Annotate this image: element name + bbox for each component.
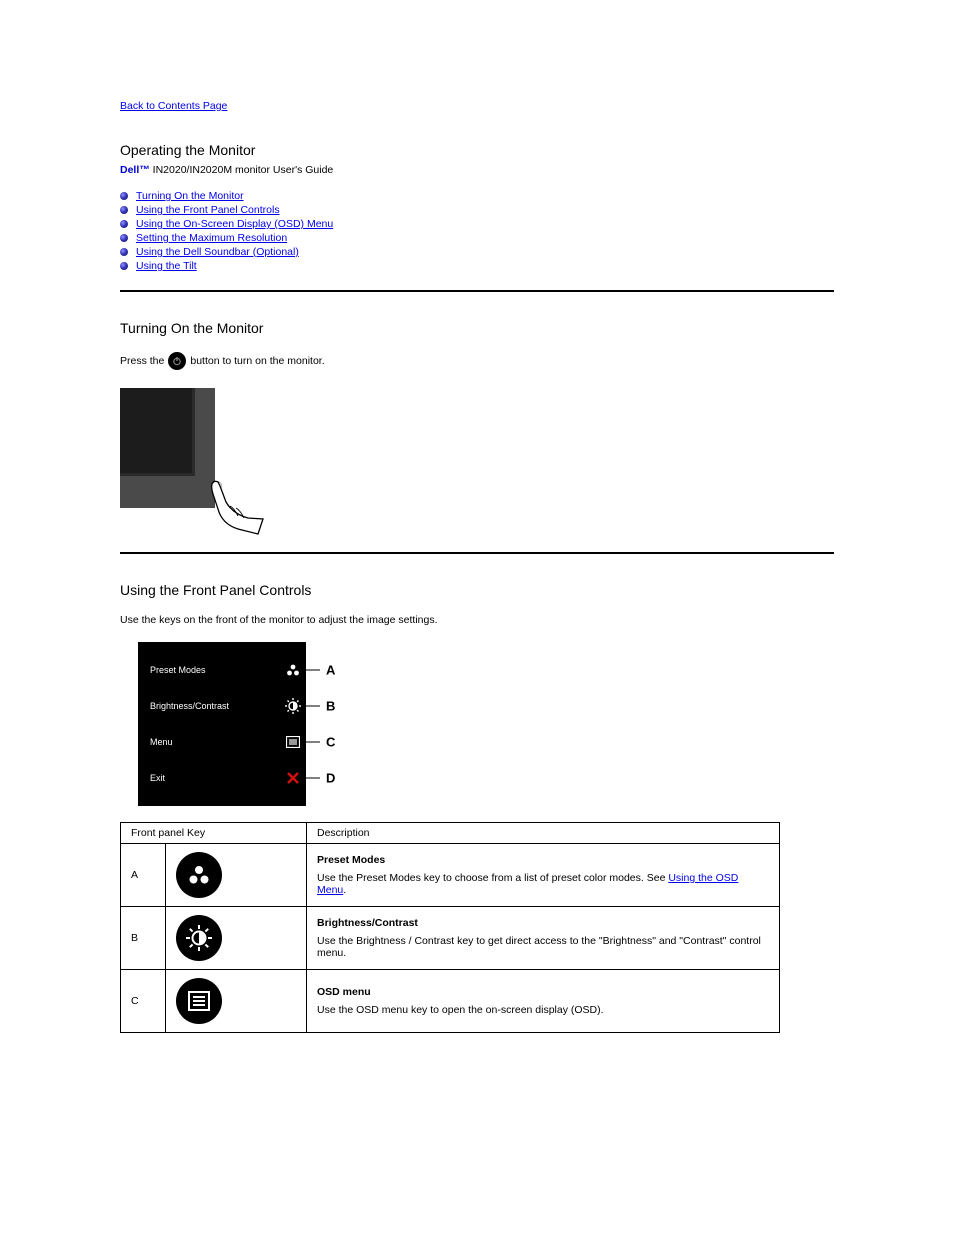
- finger-illustration: [198, 474, 268, 544]
- monitor-illustration: [120, 388, 270, 538]
- marker-c: C: [306, 735, 335, 750]
- toc-link-power[interactable]: Turning On the Monitor: [136, 190, 244, 202]
- power-text-pre: Press the: [120, 355, 164, 367]
- brand-name: Dell™: [120, 164, 150, 176]
- exit-icon: [286, 771, 300, 785]
- front-panel-menu: Preset Modes A Brightness/Contrast: [138, 642, 306, 806]
- toc-item: Using the On-Screen Display (OSD) Menu: [120, 218, 834, 230]
- cell-desc-b: Brightness/Contrast Use the Brightness /…: [307, 907, 780, 970]
- modes-icon: [285, 662, 301, 678]
- cell-letter-b: B: [121, 907, 166, 970]
- toc-link-tilt[interactable]: Using the Tilt: [136, 260, 197, 272]
- toc-item: Using the Dell Soundbar (Optional): [120, 246, 834, 258]
- power-text-post: button to turn on the monitor.: [190, 355, 324, 367]
- fp-label-exit: Exit: [138, 773, 280, 783]
- bullet-icon: [120, 262, 128, 270]
- row-title-c: OSD menu: [317, 986, 371, 998]
- row-title-b: Brightness/Contrast: [317, 917, 418, 929]
- table-row: B: [121, 907, 780, 970]
- bullet-icon: [120, 248, 128, 256]
- cell-icon-brightness: [166, 907, 307, 970]
- bullet-icon: [120, 192, 128, 200]
- toc-link-resolution[interactable]: Setting the Maximum Resolution: [136, 232, 287, 244]
- marker-a: A: [306, 663, 335, 678]
- toc-item: Using the Tilt: [120, 260, 834, 272]
- page-title: Operating the Monitor: [120, 142, 834, 158]
- cell-letter-c: C: [121, 970, 166, 1033]
- toc-link-front-panel[interactable]: Using the Front Panel Controls: [136, 204, 280, 216]
- row-title-a: Preset Modes: [317, 854, 385, 866]
- toc-item: Setting the Maximum Resolution: [120, 232, 834, 244]
- bullet-icon: [120, 234, 128, 242]
- toc-link-soundbar[interactable]: Using the Dell Soundbar (Optional): [136, 246, 299, 258]
- section-heading-front-panel: Using the Front Panel Controls: [120, 582, 834, 598]
- fp-label-brightness: Brightness/Contrast: [138, 701, 280, 711]
- row-desc-c: Use the OSD menu key to open the on-scre…: [317, 1004, 604, 1016]
- toc-link-osd[interactable]: Using the On-Screen Display (OSD) Menu: [136, 218, 333, 230]
- back-to-contents-link[interactable]: Back to Contents Page: [120, 100, 227, 112]
- toc-item: Using the Front Panel Controls: [120, 204, 834, 216]
- brightness-icon: [284, 697, 302, 715]
- fp-row-menu: Menu C: [138, 724, 306, 760]
- power-icon: [168, 352, 186, 370]
- table-row: C OSD menu Use the OSD menu key to open …: [121, 970, 780, 1033]
- table-header-row: Front panel Key Description: [121, 823, 780, 844]
- power-instruction: Press the button to turn on the monitor.: [120, 352, 834, 370]
- divider: [120, 552, 834, 554]
- divider: [120, 290, 834, 292]
- fp-row-preset: Preset Modes A: [138, 652, 306, 688]
- fp-label-preset: Preset Modes: [138, 665, 280, 675]
- modes-icon: [186, 862, 212, 888]
- cell-letter-a: A: [121, 844, 166, 907]
- th-key: Front panel Key: [121, 823, 307, 844]
- cell-desc-c: OSD menu Use the OSD menu key to open th…: [307, 970, 780, 1033]
- cell-icon-menu: [166, 970, 307, 1033]
- cell-icon-modes: [166, 844, 307, 907]
- bullet-icon: [120, 206, 128, 214]
- marker-d: D: [306, 771, 335, 786]
- row-desc-b: Use the Brightness / Contrast key to get…: [317, 935, 761, 959]
- monitor-screen: [120, 388, 195, 476]
- subtitle: Dell™ IN2020/IN2020M monitor User's Guid…: [120, 164, 834, 176]
- th-desc: Description: [307, 823, 780, 844]
- fp-row-exit: Exit D: [138, 760, 306, 796]
- subtitle-rest: IN2020/IN2020M monitor User's Guide: [150, 164, 334, 176]
- menu-icon: [286, 736, 300, 748]
- front-panel-intro: Use the keys on the front of the monitor…: [120, 614, 834, 626]
- monitor-led: [216, 430, 222, 436]
- menu-icon: [188, 991, 210, 1011]
- marker-b: B: [306, 699, 335, 714]
- cell-desc-a: Preset Modes Use the Preset Modes key to…: [307, 844, 780, 907]
- table-row: A Preset Modes Use the Preset Modes key …: [121, 844, 780, 907]
- table-of-contents: Turning On the Monitor Using the Front P…: [120, 190, 834, 272]
- bullet-icon: [120, 220, 128, 228]
- row-desc-a-post: .: [343, 884, 346, 896]
- fp-label-menu: Menu: [138, 737, 280, 747]
- front-panel-table: Front panel Key Description A Preset Mod…: [120, 822, 780, 1033]
- row-desc-a: Use the Preset Modes key to choose from …: [317, 872, 668, 884]
- fp-row-brightness: Brightness/Contrast: [138, 688, 306, 724]
- section-heading-power: Turning On the Monitor: [120, 320, 834, 336]
- brightness-icon: [184, 923, 214, 953]
- toc-item: Turning On the Monitor: [120, 190, 834, 202]
